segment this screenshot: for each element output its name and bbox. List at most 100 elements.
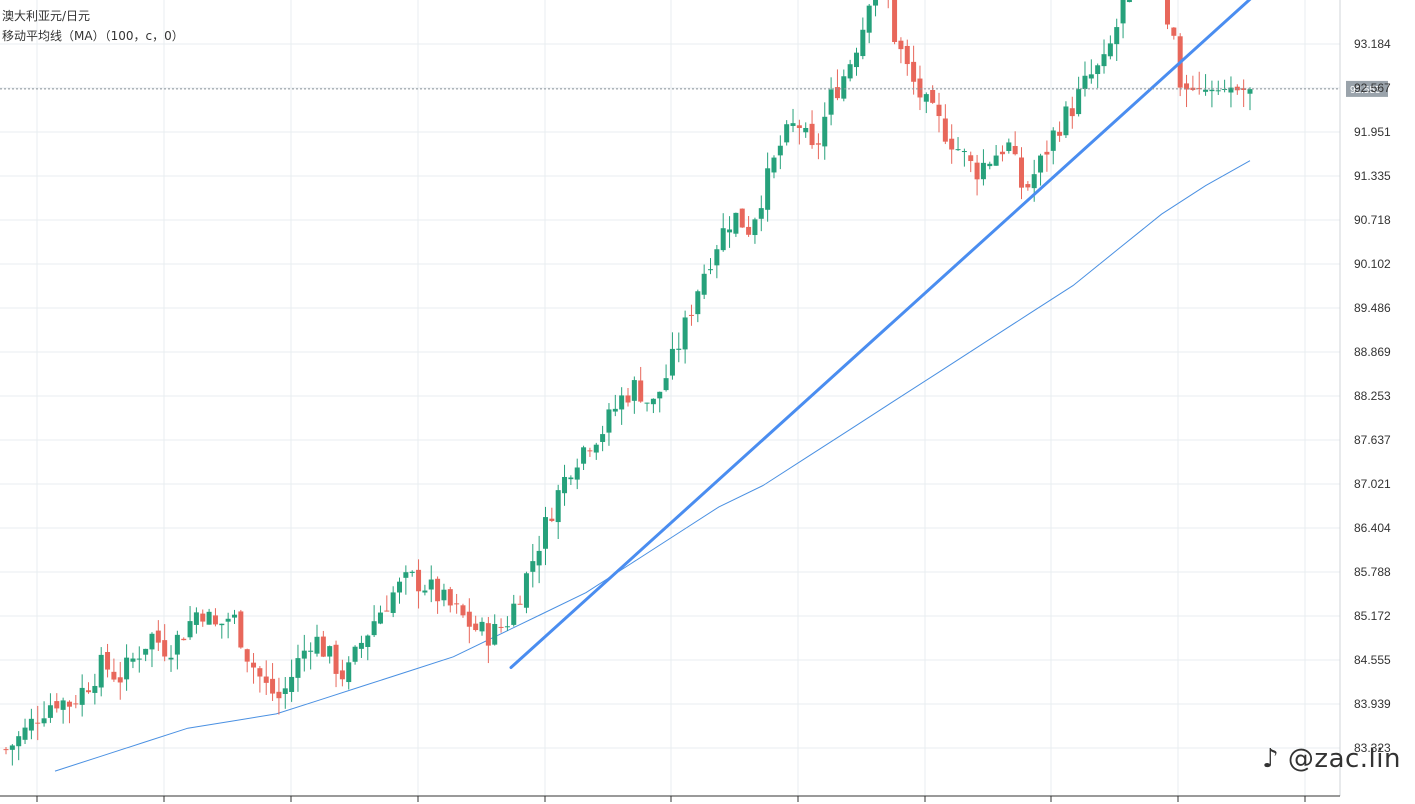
candle-body: [815, 143, 821, 145]
candle-body: [587, 450, 593, 452]
candle-body: [473, 623, 479, 631]
y-tick-label: 87.021: [1354, 477, 1391, 491]
candle-body: [708, 269, 714, 271]
candle-body: [454, 603, 460, 605]
candle-body: [771, 157, 777, 173]
candle-body: [1063, 106, 1069, 136]
candle-body: [562, 476, 568, 494]
y-tick-label: 90.718: [1354, 213, 1391, 227]
candle-body: [1031, 174, 1037, 189]
candle-body: [1088, 74, 1094, 79]
candle-body: [650, 398, 656, 405]
grid-lines: [0, 0, 1341, 796]
candle-body: [485, 623, 491, 646]
candle-body: [390, 592, 396, 613]
y-tick-label: 87.637: [1354, 433, 1391, 447]
candle-body: [911, 61, 917, 82]
candle-body: [92, 685, 98, 693]
candle-body: [371, 621, 377, 636]
candle-body: [105, 651, 111, 670]
candle-body: [1184, 83, 1190, 90]
y-tick-label: 88.253: [1354, 389, 1391, 403]
candle-body: [720, 228, 726, 251]
candle-body: [752, 219, 758, 236]
candle-body: [1050, 130, 1056, 151]
price-label-box: [1346, 80, 1388, 97]
candle-body: [898, 40, 904, 50]
candle-body: [206, 611, 212, 625]
candle-body: [1101, 54, 1107, 67]
candle-body: [1095, 65, 1101, 75]
y-tick-label: 92.567: [1354, 81, 1391, 95]
candle-body: [803, 127, 809, 133]
candle-body: [853, 52, 859, 68]
y-axis: 93.184 92.567 91.951 91.335 90.718 90.102 89.4…: [1354, 37, 1391, 755]
candle-body: [314, 636, 320, 654]
candle-body: [1012, 146, 1018, 155]
candle-body: [320, 636, 326, 657]
y-tick-label: 86.404: [1354, 521, 1391, 535]
candle-body: [308, 650, 314, 652]
candle-body: [428, 579, 434, 590]
candle-body: [41, 718, 47, 724]
candle-body: [1126, 0, 1132, 3]
candle-body: [974, 162, 980, 180]
candle-body: [758, 208, 764, 219]
price-label-text: 92.555: [1350, 85, 1381, 96]
candle-body: [542, 517, 548, 549]
candle-body: [822, 116, 828, 147]
candle-body: [339, 670, 345, 680]
current-price-line: 92.555: [0, 80, 1388, 97]
y-tick-label: 85.788: [1354, 565, 1391, 579]
candle-body: [555, 490, 561, 523]
trend-line[interactable]: [509, 0, 1261, 670]
candle-body: [930, 89, 936, 103]
candle-body: [441, 589, 447, 601]
candle-body: [1114, 27, 1120, 45]
y-tick-label: 85.172: [1354, 609, 1391, 623]
candle-body: [574, 467, 580, 480]
candle-body: [1120, 0, 1126, 24]
candle-body: [384, 610, 390, 612]
candle-body: [231, 614, 237, 618]
candle-body: [828, 89, 834, 115]
candle-body: [282, 688, 288, 694]
candle-body: [460, 605, 466, 616]
candle-body: [980, 162, 986, 180]
candle-body: [987, 163, 993, 167]
candle-body: [606, 409, 612, 433]
candle-body: [60, 700, 66, 710]
candle-body: [1228, 87, 1234, 93]
candle-body: [917, 78, 923, 98]
candle-body: [22, 727, 28, 740]
candle-body: [358, 642, 364, 649]
y-tick-label: 91.951: [1354, 125, 1391, 139]
x-axis: [0, 795, 1340, 802]
candle-body: [66, 701, 72, 707]
candle-body: [676, 348, 682, 350]
candle-body: [466, 611, 472, 627]
candle-body: [3, 749, 9, 751]
candle-body: [600, 434, 606, 442]
indicator-label: 移动平均线（MA）（100，c，0）: [2, 29, 184, 43]
candle-body: [276, 691, 282, 699]
candle-body: [149, 633, 155, 650]
candle-body: [447, 589, 453, 606]
ma-line: [54, 160, 1251, 772]
candle-body: [625, 395, 631, 403]
candle-body: [365, 635, 371, 647]
candle-body: [638, 380, 644, 402]
y-tick-label: 84.555: [1354, 653, 1391, 667]
candle-body: [200, 613, 206, 622]
candle-body: [733, 212, 739, 234]
candle-body: [377, 612, 383, 624]
candle-body: [130, 658, 136, 662]
candle-body: [1171, 27, 1177, 36]
y-tick-label: 83.939: [1354, 697, 1391, 711]
candle-body: [117, 677, 123, 683]
candles: [3, 0, 1253, 766]
candle-body: [295, 658, 301, 678]
candle-body: [1164, 0, 1170, 25]
candle-body: [435, 578, 441, 602]
